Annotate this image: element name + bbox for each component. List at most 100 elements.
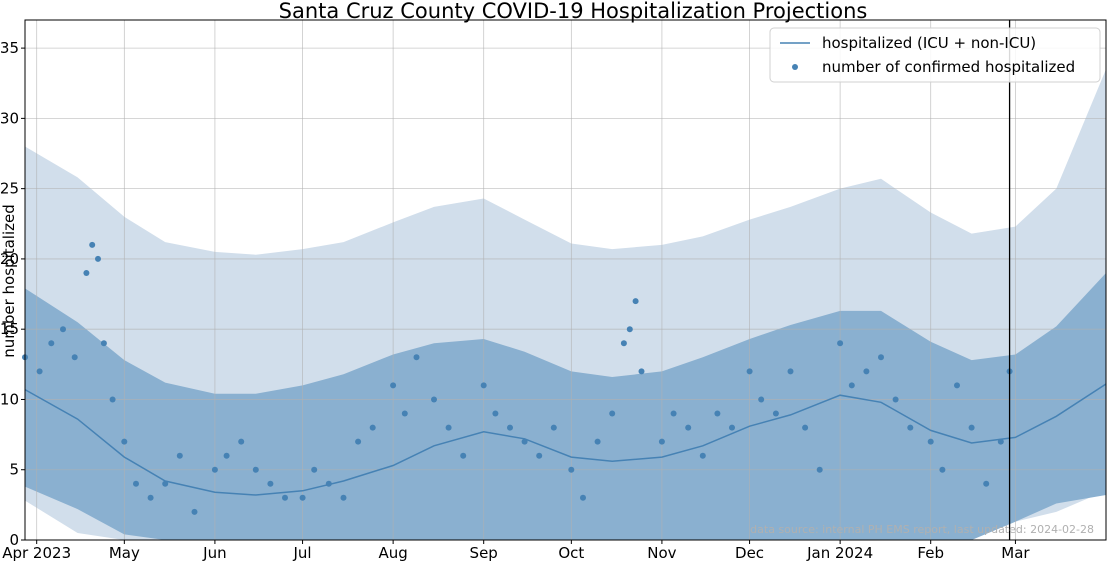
legend-point-swatch (792, 64, 798, 70)
x-tick-label: Apr 2023 (2, 544, 71, 561)
confirmed-point (927, 438, 934, 445)
legend-label-points: number of confirmed hospitalized (822, 58, 1075, 76)
confirmed-point (340, 494, 347, 501)
confirmed-point (176, 452, 183, 459)
confirmed-point (550, 424, 557, 431)
confirmed-point (746, 368, 753, 375)
legend-box (769, 27, 1101, 83)
legend-label-line: hospitalized (ICU + non-ICU) (822, 34, 1036, 52)
y-tick-label: 20 (0, 250, 19, 268)
confirmed-point (71, 354, 78, 361)
confirmed-point (848, 382, 855, 389)
confirmed-point (445, 424, 452, 431)
confirmed-point (95, 255, 101, 262)
y-axis-label: number hospitalized (0, 204, 18, 358)
confirmed-point (191, 508, 198, 515)
confirmed-point (223, 452, 230, 459)
confirmed-point (282, 494, 288, 501)
series-confirmed-points (22, 241, 1013, 515)
confirmed-point (954, 382, 960, 389)
confirmed-point (670, 410, 677, 417)
x-tick-label: Dec (735, 544, 764, 561)
confirmed-point (121, 438, 128, 445)
confirmed-point (431, 396, 437, 403)
confirmed-point (620, 340, 627, 347)
x-tick-label: Jan 2024 (806, 544, 873, 561)
confirmed-point (325, 480, 332, 487)
confirmed-point (626, 326, 633, 333)
confirmed-point (355, 438, 362, 445)
band-inner (25, 273, 1106, 540)
confirmed-point (685, 424, 692, 431)
confirmed-point (521, 438, 528, 445)
confirmed-point (413, 354, 420, 361)
confirmed-point (609, 410, 616, 417)
y-axis-ticks: 0 5 10 15 20 25 30 35 (0, 39, 25, 549)
confirmed-point (369, 424, 376, 431)
x-tick-label: Oct (558, 544, 584, 561)
x-tick-label: Sep (470, 544, 498, 561)
confidence-bands (25, 69, 1106, 540)
x-tick-label: Feb (917, 544, 944, 561)
confirmed-point (892, 396, 899, 403)
confirmed-point (48, 340, 55, 347)
confirmed-point (390, 382, 397, 389)
confirmed-point (714, 410, 721, 417)
y-tick-label: 35 (0, 39, 19, 57)
confirmed-point (133, 480, 139, 487)
x-tick-label: Aug (378, 544, 407, 561)
confirmed-point (401, 410, 408, 417)
confirmed-point (492, 410, 499, 417)
confirmed-point (907, 424, 914, 431)
confirmed-point (729, 424, 735, 431)
confirmed-point (638, 368, 645, 375)
y-tick-label: 10 (0, 390, 19, 408)
confirmed-point (311, 466, 318, 473)
confirmed-point (480, 382, 487, 389)
y-tick-label: 30 (0, 109, 19, 127)
confirmed-point (460, 452, 467, 459)
x-tick-label: Jun (202, 544, 226, 561)
plot-frame (24, 19, 1107, 541)
confirmed-point (83, 270, 90, 276)
confirmed-point (580, 494, 586, 501)
confirmed-point (536, 452, 543, 459)
confirmed-point (89, 241, 96, 248)
confirmed-point (162, 480, 169, 487)
x-tick-label: Nov (647, 544, 676, 561)
confirmed-point (983, 480, 990, 487)
confirmed-point (863, 368, 870, 375)
confirmed-point (60, 326, 66, 333)
confirmed-point (299, 494, 306, 501)
confirmed-point (816, 466, 823, 473)
confirmed-point (758, 396, 765, 403)
confirmed-point (632, 298, 639, 305)
y-tick-label: 25 (0, 180, 19, 198)
hospitalized-line (24, 383, 1107, 496)
confirmed-point (238, 438, 245, 445)
chart-title: Santa Cruz County COVID-19 Hospitalizati… (279, 0, 868, 23)
y-tick-label: 5 (9, 461, 19, 479)
confirmed-point (211, 466, 218, 473)
confirmed-point (507, 424, 513, 431)
y-tick-label: 0 (9, 531, 19, 549)
confirmed-point (568, 466, 575, 473)
confirmed-point (939, 466, 946, 473)
confirmed-point (968, 424, 975, 431)
confirmed-point (36, 368, 43, 375)
x-tick-label: Jul (292, 544, 311, 561)
confirmed-point (252, 466, 259, 473)
plot-area: data source: internal PH EMS report, las… (22, 19, 1107, 541)
y-tick-label: 15 (0, 320, 19, 338)
confirmed-point (787, 368, 794, 375)
confirmed-point (772, 410, 779, 417)
data-source-annotation: data source: internal PH EMS report, las… (750, 523, 1094, 536)
confirmed-point (802, 424, 809, 431)
x-tick-label: Mar (1001, 544, 1030, 561)
x-tick-label: May (109, 544, 140, 561)
confirmed-point (699, 452, 706, 459)
confirmed-point (878, 354, 884, 361)
confirmed-point (147, 494, 154, 501)
x-axis-ticks: Apr 2023 May Jun Jul Aug Sep Oct Nov Dec Jan 2024… (2, 540, 1030, 561)
